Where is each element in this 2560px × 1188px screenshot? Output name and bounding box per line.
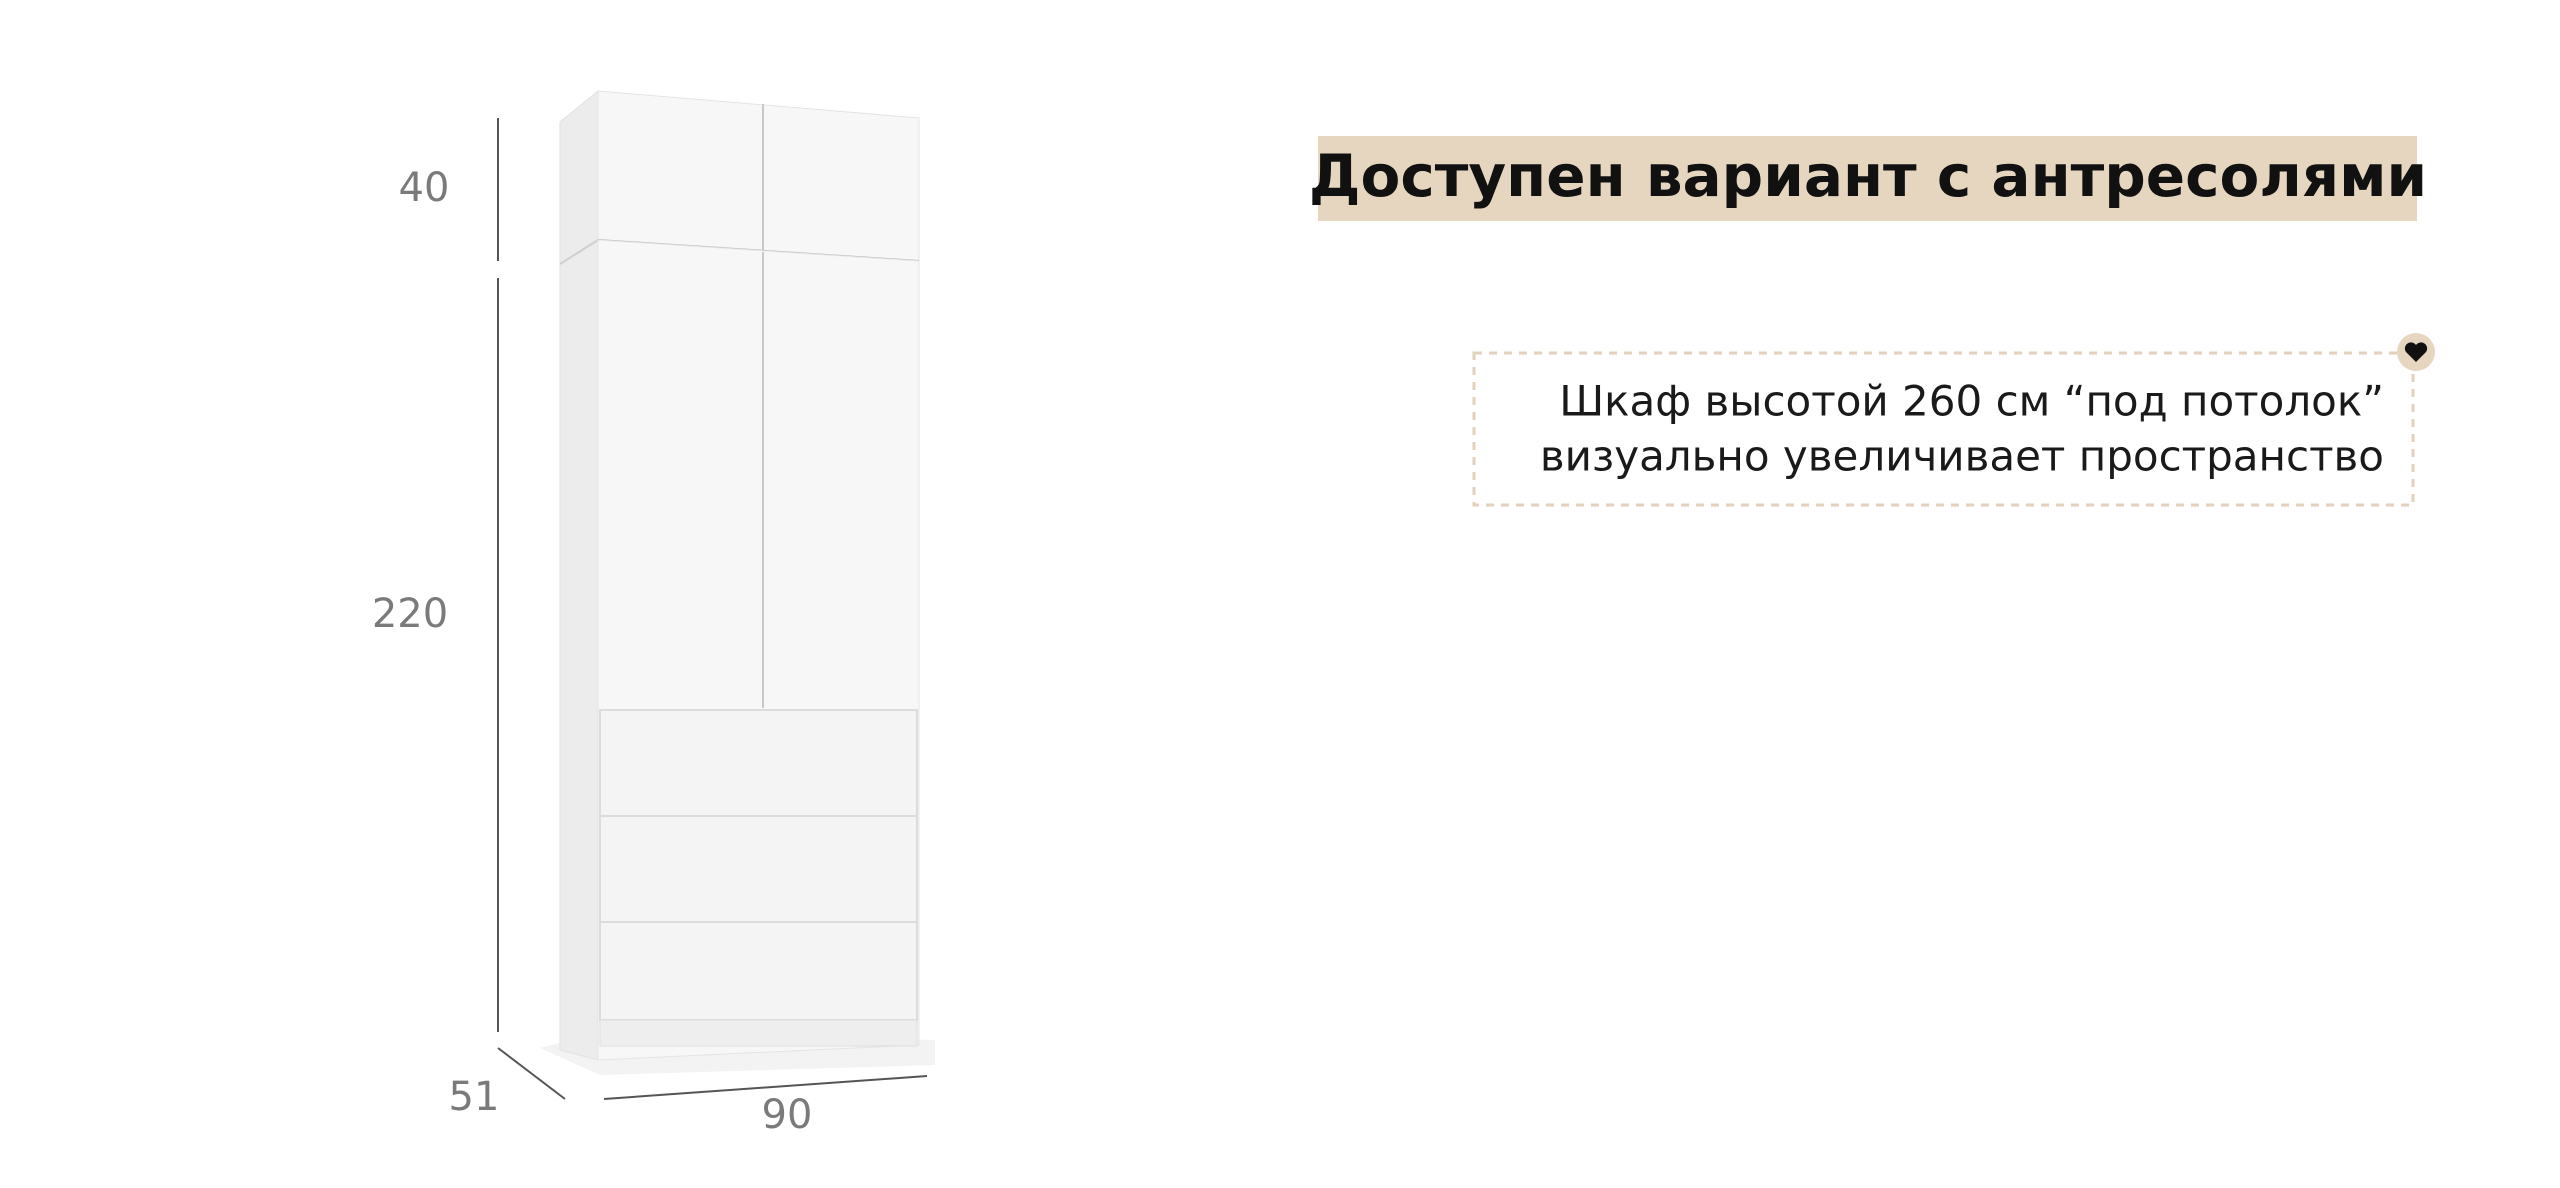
side-panel: [559, 89, 599, 1061]
dim-label: 90: [762, 1092, 813, 1138]
heart-icon: [2404, 342, 2428, 362]
dim-label: 220: [372, 591, 448, 637]
drawer: [599, 815, 918, 923]
note-box: [1472, 351, 2415, 507]
banner-title: Доступен вариант с антресолями: [1309, 142, 2427, 210]
top-seam: [559, 239, 599, 265]
dim-label: 40: [399, 165, 450, 211]
drawer: [599, 709, 918, 817]
plinth: [599, 1019, 918, 1047]
banner: [1318, 136, 2417, 221]
dim-label: 51: [449, 1074, 500, 1120]
top-section: [597, 90, 920, 262]
wardrobe: [540, 89, 935, 1075]
dim-line: [603, 1075, 928, 1100]
dim-line: [497, 1047, 566, 1100]
dimension-lines: [497, 118, 928, 1100]
drawer: [599, 921, 918, 1021]
note-line: Шкаф высотой 260 см “под потолок”: [1559, 377, 2384, 426]
note-line: визуально увеличивает пространство: [1540, 432, 2384, 481]
